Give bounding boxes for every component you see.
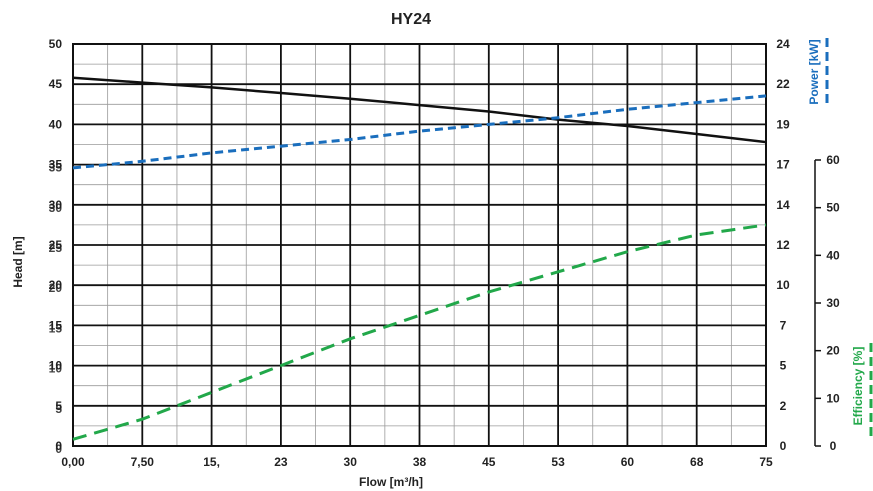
- y-tick-label-head-secondary: 0: [55, 442, 62, 456]
- y-tick-label-head: 20: [49, 278, 63, 292]
- y-tick-label-head: 50: [49, 37, 63, 51]
- x-tick-label: 38: [413, 455, 427, 469]
- y-tick-label-head: 30: [49, 198, 63, 212]
- y-tick-label-power: 2: [780, 399, 787, 413]
- y-tick-label-power: 10: [776, 278, 790, 292]
- series-layer: [72, 76, 767, 441]
- y-tick-label-head-secondary: 25: [49, 241, 63, 255]
- y-tick-label-head-secondary: 30: [49, 201, 63, 215]
- y-tick-label-head-secondary: 35: [49, 161, 63, 175]
- x-tick-label: 53: [551, 455, 565, 469]
- y-tick-label-power: 22: [776, 77, 790, 91]
- x-tick-label: 15,: [203, 455, 220, 469]
- x-tick-label: 7,50: [131, 455, 155, 469]
- y-tick-label-head: 25: [49, 238, 63, 252]
- x-tick-label: 60: [621, 455, 635, 469]
- y-tick-label-efficiency: 60: [826, 153, 840, 167]
- y-tick-label-head: 15: [49, 318, 63, 332]
- power-legend: Power [kW]: [807, 38, 829, 106]
- y-tick-label-head-secondary: 20: [49, 281, 63, 295]
- y-tick-label-power: 19: [776, 117, 790, 131]
- y-tick-label-head-secondary: 15: [49, 321, 63, 335]
- y-tick-label-head: 0: [55, 439, 62, 453]
- chart-title: HY24: [391, 11, 431, 28]
- y-tick-label-power: 17: [776, 158, 790, 172]
- y-tick-label-head-secondary: 10: [49, 362, 63, 376]
- x-tick-label: 68: [690, 455, 704, 469]
- y-axis-label-efficiency: Efficiency [%]: [851, 347, 865, 426]
- y-axis-label-head: Head [m]: [11, 236, 25, 287]
- y-tick-label-head: 35: [49, 158, 63, 172]
- y-tick-label-efficiency: 10: [826, 391, 840, 405]
- y-tick-label-power: 7: [780, 318, 787, 332]
- y-tick-label-power: 24: [776, 37, 790, 51]
- plot-border: [72, 43, 767, 447]
- y-tick-label-power: 0: [780, 439, 787, 453]
- y-tick-label-head: 10: [49, 359, 63, 373]
- y-tick-label-efficiency: 0: [830, 439, 837, 453]
- y-tick-label-head: 40: [49, 117, 63, 131]
- y-tick-label-efficiency: 40: [826, 248, 840, 262]
- y-tick-label-efficiency: 30: [826, 296, 840, 310]
- y-tick-label-efficiency: 20: [826, 344, 840, 358]
- x-tick-label: 45: [482, 455, 496, 469]
- y-axis-label-power: Power [kW]: [807, 39, 821, 104]
- x-axis-label: Flow [m³/h]: [359, 475, 423, 489]
- grid: [72, 43, 767, 447]
- x-tick-label: 30: [344, 455, 358, 469]
- axes-layer: 0,00 7,50 15, 23 30 38 45 53 60 68 750510152025303…: [49, 37, 840, 469]
- y-tick-label-head: 45: [49, 77, 63, 91]
- x-tick-label: 23: [274, 455, 288, 469]
- y-tick-label-head: 5: [55, 399, 62, 413]
- y-tick-label-head-secondary: 5: [55, 402, 62, 416]
- series-line-head: [72, 76, 767, 144]
- y-tick-label-power: 5: [780, 359, 787, 373]
- efficiency-legend: Efficiency [%]: [851, 343, 873, 436]
- y-tick-label-power: 12: [776, 238, 790, 252]
- series-line-efficiency: [72, 223, 767, 441]
- x-tick-label: 0,00: [61, 455, 85, 469]
- y-tick-label-efficiency: 50: [826, 201, 840, 215]
- y-tick-label-power: 14: [776, 198, 790, 212]
- x-tick-label: 75: [759, 455, 773, 469]
